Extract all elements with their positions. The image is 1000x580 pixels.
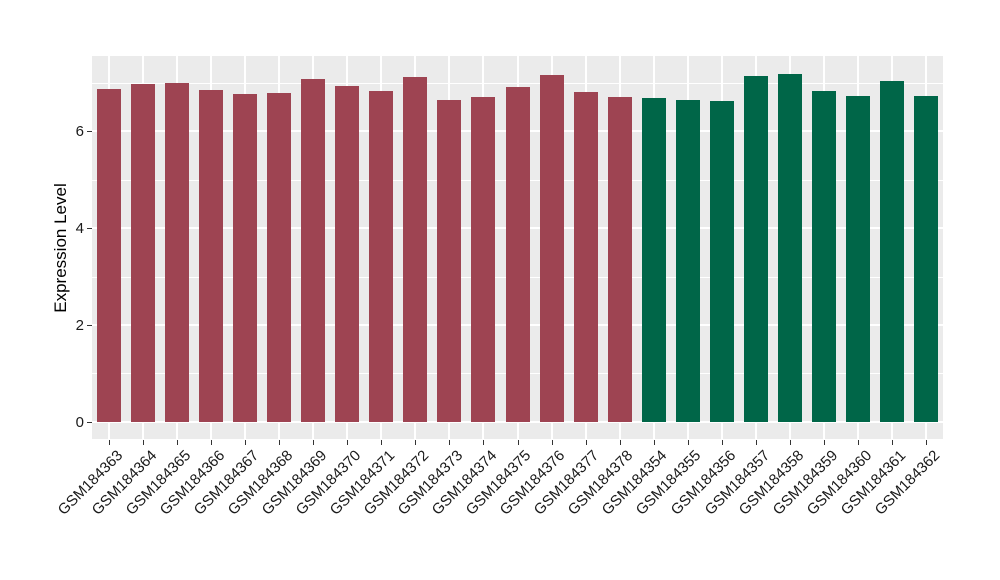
y-tick-label: 0 (75, 413, 84, 431)
x-tick-mark (517, 440, 519, 445)
bar-GSM184367 (233, 93, 258, 422)
x-tick-mark (551, 440, 553, 445)
bar-GSM184375 (505, 87, 530, 422)
bar-GSM184363 (97, 89, 122, 422)
bar-GSM184377 (573, 92, 598, 422)
bar-GSM184368 (267, 92, 292, 422)
bar-GSM184361 (879, 80, 904, 422)
bar-GSM184365 (165, 83, 190, 422)
bar-GSM184369 (301, 78, 326, 422)
x-tick-mark (483, 440, 485, 445)
x-tick-mark (109, 440, 111, 445)
x-tick-mark (789, 440, 791, 445)
x-tick-mark (177, 440, 179, 445)
x-tick-mark (585, 440, 587, 445)
bar-GSM184366 (199, 90, 224, 422)
y-tick-mark (87, 228, 92, 230)
x-tick-mark (415, 440, 417, 445)
x-tick-mark (721, 440, 723, 445)
x-tick-mark (891, 440, 893, 445)
x-tick-mark (279, 440, 281, 445)
bar-GSM184354 (641, 97, 666, 422)
x-tick-mark (619, 440, 621, 445)
bar-GSM184372 (403, 77, 428, 422)
bar-GSM184360 (845, 95, 870, 422)
y-tick-label: 4 (75, 220, 84, 238)
bar-GSM184373 (437, 99, 462, 422)
y-tick-mark (87, 131, 92, 133)
bar-GSM184356 (709, 101, 734, 422)
y-tick-mark (87, 324, 92, 326)
bar-GSM184378 (607, 96, 632, 422)
bar-GSM184371 (369, 91, 394, 422)
x-tick-mark (347, 440, 349, 445)
y-tick-label: 2 (75, 316, 84, 334)
x-tick-mark (381, 440, 383, 445)
x-tick-mark (823, 440, 825, 445)
y-axis-title: Expression Level (51, 183, 70, 313)
x-tick-mark (925, 440, 927, 445)
bar-GSM184358 (777, 74, 802, 422)
bar-GSM184357 (743, 76, 768, 422)
bar-GSM184374 (471, 96, 496, 422)
x-tick-mark (143, 440, 145, 445)
y-tick-label: 6 (75, 123, 84, 141)
bar-GSM184376 (539, 75, 564, 422)
bar-GSM184362 (913, 95, 938, 422)
x-tick-mark (857, 440, 859, 445)
x-tick-mark (449, 440, 451, 445)
bar-GSM184370 (335, 85, 360, 422)
x-tick-mark (653, 440, 655, 445)
x-tick-mark (245, 440, 247, 445)
plot-panel (92, 56, 943, 439)
x-tick-mark (313, 440, 315, 445)
x-tick-mark (211, 440, 213, 445)
x-tick-mark (755, 440, 757, 445)
x-tick-mark (687, 440, 689, 445)
bar-GSM184355 (675, 100, 700, 422)
bar-GSM184364 (131, 84, 156, 422)
y-tick-mark (87, 421, 92, 423)
bar-GSM184359 (811, 91, 836, 422)
